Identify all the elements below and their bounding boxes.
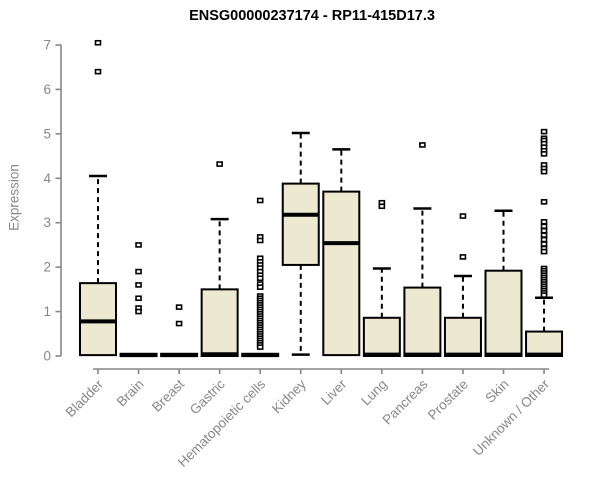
- outlier-point: [135, 308, 142, 315]
- box-prostate: [443, 316, 482, 357]
- outlier-point: [540, 227, 548, 234]
- y-tick-label: 7: [43, 37, 51, 52]
- box-skin: [484, 269, 523, 357]
- outlier-point: [459, 213, 467, 219]
- outlier-point: [540, 236, 548, 243]
- outlier-point: [135, 282, 142, 288]
- x-tick-label: Bladder: [63, 376, 107, 420]
- outlier-point: [419, 142, 426, 148]
- x-tick-label: Brain: [114, 377, 147, 410]
- x-tick-label: Unknown / Other: [470, 376, 553, 459]
- outlier-point: [135, 295, 142, 302]
- outlier-point: [540, 232, 548, 238]
- outlier-point: [175, 304, 183, 310]
- outlier-point: [216, 161, 223, 167]
- outlier-point: [135, 242, 142, 248]
- y-tick-label: 2: [43, 260, 51, 275]
- outlier-point: [540, 223, 548, 230]
- x-tick-label: Kidney: [269, 376, 309, 416]
- outlier-point: [256, 197, 264, 204]
- outlier-point: [540, 151, 548, 157]
- x-tick-label: Lung: [358, 377, 390, 409]
- outlier-point: [175, 320, 183, 327]
- outlier-point: [256, 284, 264, 290]
- y-tick-label: 6: [43, 82, 51, 97]
- outlier-point: [540, 292, 548, 298]
- box-gastric: [200, 288, 239, 358]
- x-tick-label: Breast: [149, 376, 187, 414]
- outlier-point: [459, 254, 467, 260]
- outlier-point: [540, 219, 548, 225]
- outlier-point: [540, 168, 548, 175]
- outlier-point: [378, 203, 386, 210]
- outlier-point: [540, 248, 548, 255]
- outlier-point: [540, 199, 548, 205]
- y-tick-label: 5: [43, 126, 51, 141]
- outlier-point: [540, 241, 548, 247]
- y-axis-label: Expression: [6, 164, 22, 231]
- box-bladder: [79, 282, 117, 357]
- y-tick-label: 3: [43, 215, 51, 230]
- x-tick-label: Liver: [318, 376, 350, 408]
- outlier-point: [256, 344, 264, 350]
- x-tick-label: Prostate: [425, 377, 471, 423]
- outlier-point: [94, 39, 102, 46]
- box-pancreas: [403, 286, 442, 357]
- outlier-point: [256, 237, 264, 244]
- outlier-point: [94, 68, 102, 75]
- x-tick-label: Skin: [482, 377, 511, 406]
- box-lung: [362, 316, 401, 357]
- y-tick-label: 4: [43, 171, 51, 186]
- box-kidney: [281, 182, 320, 266]
- outlier-point: [540, 128, 548, 135]
- x-tick-label: Pancreas: [380, 376, 431, 427]
- box-unknown-other: [525, 330, 564, 358]
- y-tick-label: 0: [43, 349, 51, 364]
- outlier-point: [256, 275, 264, 282]
- outlier-point: [135, 268, 142, 275]
- box-liver: [322, 190, 361, 357]
- y-tick-label: 1: [43, 304, 51, 319]
- chart-title: ENSG00000237174 - RP11-415D17.3: [189, 8, 435, 24]
